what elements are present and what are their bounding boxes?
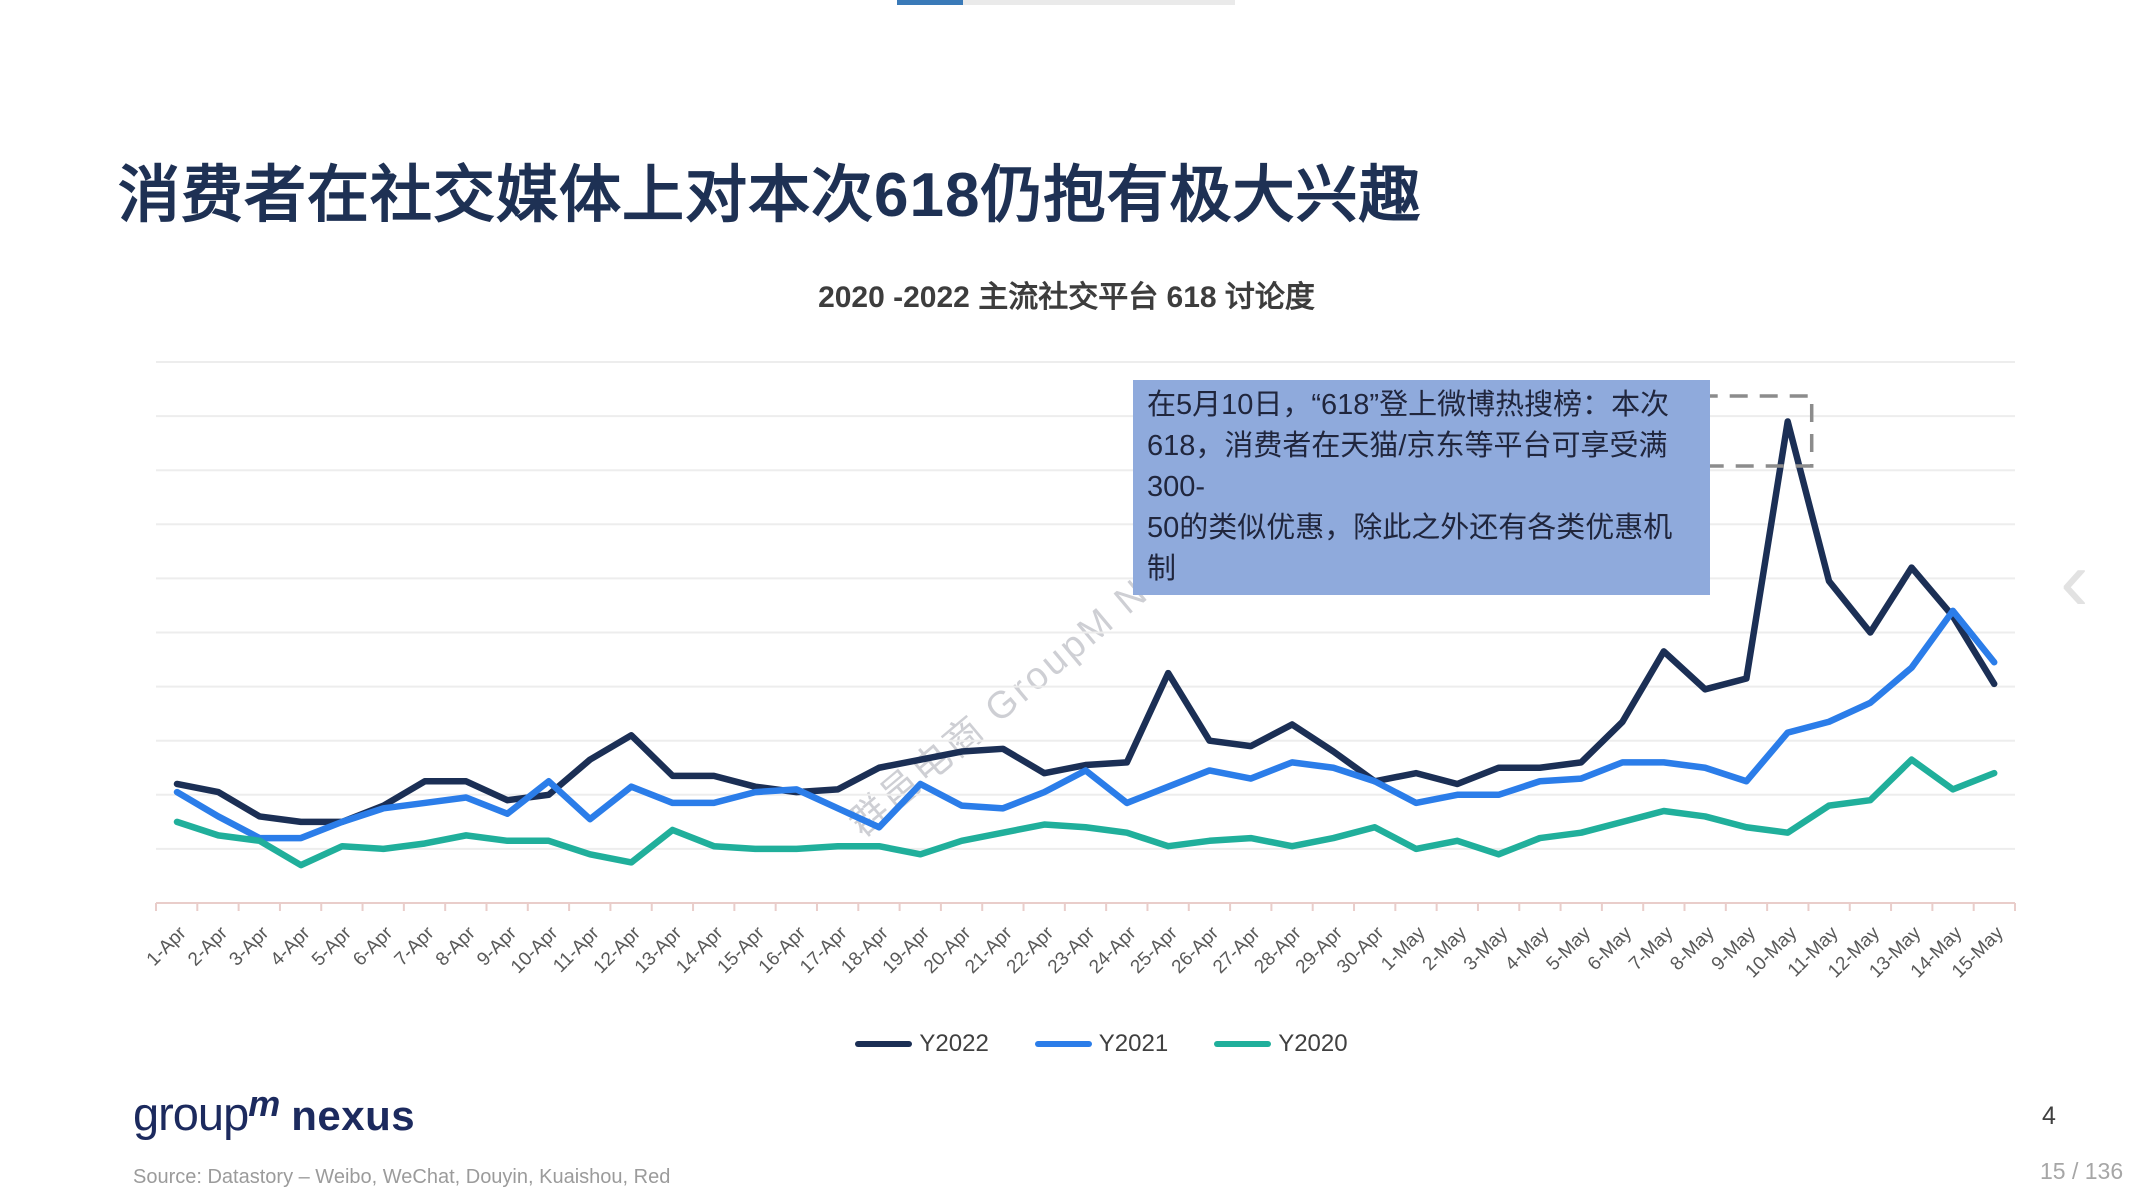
legend-label-y2020: Y2020	[1278, 1030, 1348, 1057]
x-axis-label: 1-Apr	[143, 922, 191, 970]
x-axis-label: 10-Apr	[507, 922, 563, 978]
chart-title: 2020 -2022 主流社交平台 618 讨论度	[818, 281, 1315, 314]
x-axis-label: 1-May	[1377, 922, 1430, 975]
legend-swatch-y2020	[1214, 1041, 1272, 1047]
x-axis-label: 2-Apr	[184, 922, 232, 970]
legend-swatch-y2021	[1034, 1041, 1092, 1047]
viewer-page-indicator: 15 / 136	[2040, 1158, 2124, 1184]
viewer-progress-track[interactable]	[897, 0, 1235, 5]
legend-label-y2021: Y2021	[1098, 1030, 1169, 1057]
x-axis-label: 3-May	[1460, 922, 1513, 975]
x-axis-label: 8-May	[1666, 922, 1719, 975]
x-axis-label: 5-May	[1543, 922, 1596, 975]
legend-label-y2022: Y2022	[919, 1030, 989, 1057]
previous-page-arrow-icon[interactable]: ‹	[2060, 533, 2089, 629]
x-axis-label: 8-Apr	[432, 922, 480, 970]
series-line-y2021	[173, 607, 1998, 842]
logo-group-text: group	[133, 1087, 249, 1140]
logo-m-superscript: m	[248, 1083, 280, 1124]
series-line-y2022	[173, 418, 1998, 826]
x-axis-label: 2-May	[1419, 922, 1472, 975]
source-note: Source: Datastory – Weibo, WeChat, Douyi…	[133, 1166, 671, 1188]
x-axis-label: 6-Apr	[349, 922, 397, 970]
legend-swatch-y2022	[855, 1041, 913, 1047]
legend-item-y2022: Y2022	[855, 1030, 989, 1058]
viewer-progress-fill[interactable]	[897, 0, 963, 5]
slide-title: 消费者在社交媒体上对本次618仍抱有极大兴趣	[118, 160, 1422, 230]
chart-legend: Y2022 Y2021 Y2020	[0, 1030, 2133, 1058]
x-axis-label: 4-Apr	[267, 922, 315, 970]
x-axis-label: 7-May	[1625, 922, 1678, 975]
logo-nexus-text: nexus	[291, 1092, 416, 1139]
legend-item-y2020: Y2020	[1214, 1030, 1348, 1058]
x-axis-label: 6-May	[1584, 922, 1637, 975]
annotation-callout: 在5月10日，“618”登上微博热搜榜：本次 618，消费者在天猫/京东等平台可享…	[1133, 380, 1710, 595]
x-axis-label: 4-May	[1501, 922, 1554, 975]
groupm-nexus-logo: groupm nexus	[133, 1083, 416, 1141]
slide-page-number: 4	[2042, 1102, 2056, 1130]
x-axis-label: 3-Apr	[225, 922, 273, 970]
x-axis-label: 5-Apr	[308, 922, 356, 970]
legend-item-y2021: Y2021	[1034, 1030, 1169, 1058]
series-line-y2020	[173, 756, 1998, 869]
x-axis-label: 7-Apr	[391, 922, 439, 970]
x-axis-label: 30-Apr	[1333, 922, 1389, 978]
